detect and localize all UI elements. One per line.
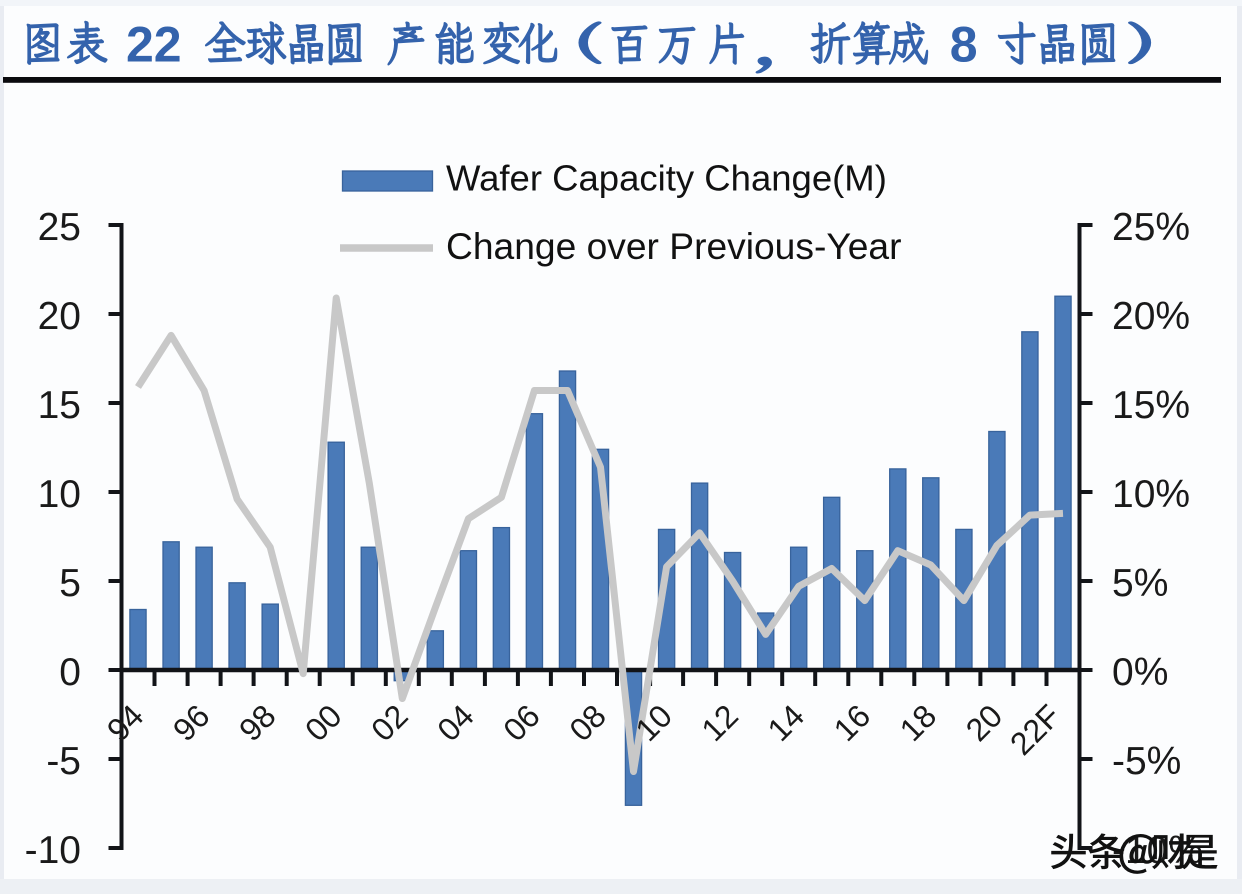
svg-text:25%: 25% (1112, 206, 1190, 249)
svg-text:5%: 5% (1112, 562, 1168, 605)
svg-text:20%: 20% (1112, 295, 1190, 338)
svg-text:15%: 15% (1112, 384, 1190, 427)
svg-text:10%: 10% (1112, 473, 1190, 516)
svg-text:-10: -10 (25, 829, 81, 872)
svg-text:Wafer Capacity Change(M): Wafer Capacity Change(M) (446, 158, 887, 199)
svg-text:0: 0 (59, 651, 81, 694)
svg-text:25: 25 (38, 206, 81, 249)
svg-text:8: 8 (950, 17, 978, 73)
svg-text:10: 10 (38, 473, 81, 516)
svg-text:20: 20 (38, 295, 81, 338)
svg-text:Change over Previous-Year: Change over Previous-Year (446, 225, 901, 267)
svg-text:0%: 0% (1112, 651, 1168, 694)
svg-text:15: 15 (38, 384, 81, 427)
svg-text:-5: -5 (46, 740, 81, 783)
svg-text:5: 5 (59, 562, 81, 605)
svg-text:-5%: -5% (1112, 740, 1181, 783)
svg-text:22: 22 (126, 17, 182, 73)
